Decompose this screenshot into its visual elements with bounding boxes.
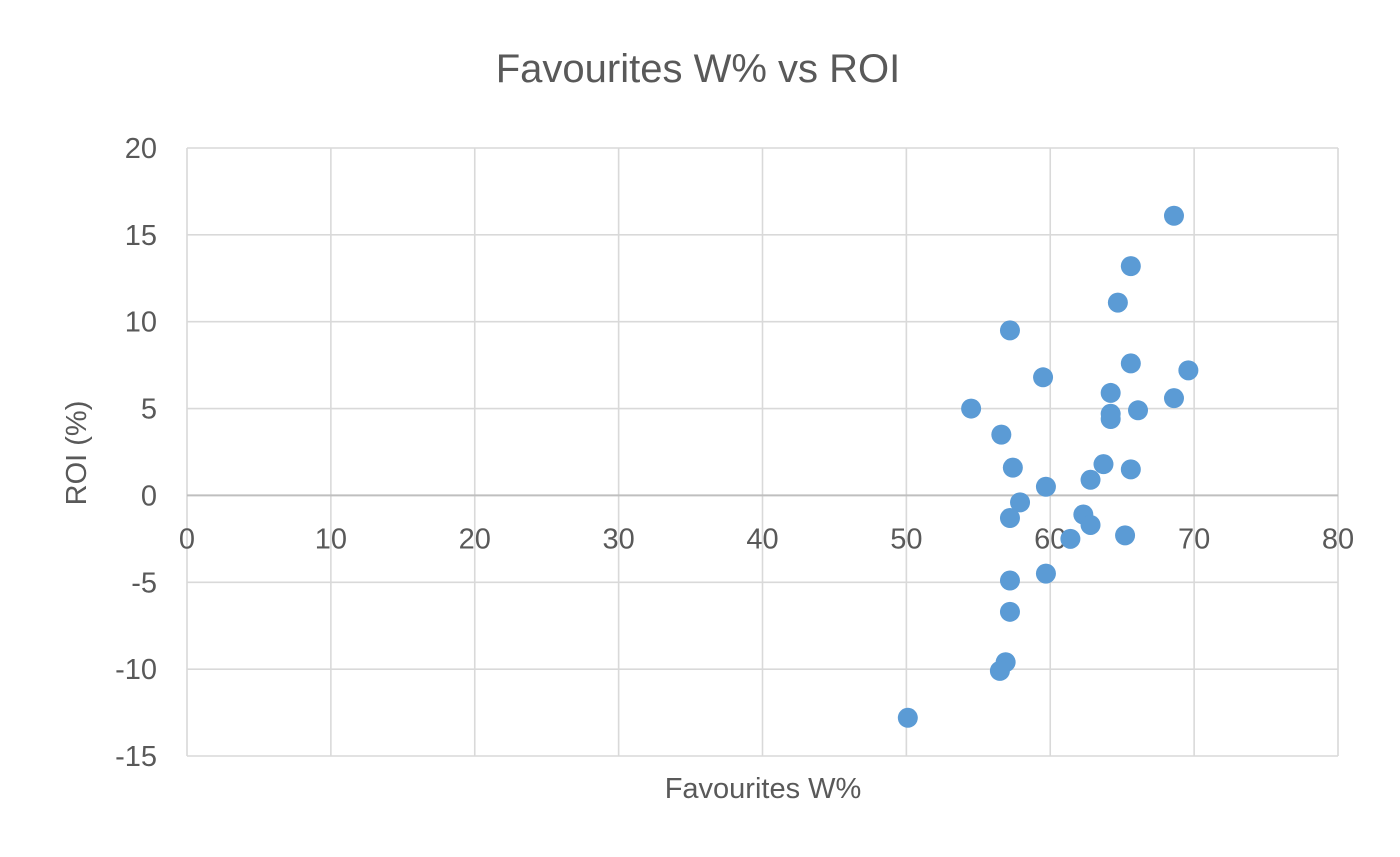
x-tick-label: 30 (602, 523, 634, 555)
scatter-point-25 (1035, 563, 1056, 584)
scatter-point-14 (1093, 454, 1114, 475)
scatter-point-26 (999, 570, 1020, 591)
scatter-point-9 (961, 398, 982, 419)
scatter-point-2 (1107, 292, 1128, 313)
y-tick-label: 5 (141, 394, 157, 426)
y-tick-label: 20 (125, 133, 157, 165)
scatter-point-7 (1100, 382, 1121, 403)
scatter-point-4 (1120, 353, 1141, 374)
scatter-point-0 (1163, 205, 1184, 226)
scatter-point-27 (999, 601, 1020, 622)
scatter-point-22 (1080, 514, 1101, 535)
scatter-point-13 (991, 424, 1012, 445)
scatter-point-23 (1060, 528, 1081, 549)
x-tick-label: 20 (459, 523, 491, 555)
y-tick-label: -15 (115, 741, 157, 773)
scatter-point-15 (1002, 457, 1023, 478)
scatter-point-10 (1128, 400, 1149, 421)
scatter-point-12 (1100, 408, 1121, 429)
scatter-point-1 (1120, 256, 1141, 277)
y-tick-label: -5 (131, 567, 157, 599)
x-axis-title: Favourites W% (665, 773, 862, 805)
scatter-point-6 (1033, 367, 1054, 388)
y-tick-label: 0 (141, 480, 157, 512)
scatter-point-5 (1178, 360, 1199, 381)
scatter-point-17 (1080, 469, 1101, 490)
x-tick-label: 40 (746, 523, 778, 555)
y-axis-title: ROI (%) (61, 401, 93, 506)
x-tick-label: 0 (179, 523, 195, 555)
scatter-point-30 (897, 707, 918, 728)
x-tick-label: 10 (315, 523, 347, 555)
x-tick-label: 70 (1178, 523, 1210, 555)
scatter-point-19 (1010, 492, 1031, 513)
x-axis-ticks: 0 10 20 30 40 50 60 70 80 (179, 523, 1354, 555)
gridlines (186, 147, 1339, 757)
scatter-point-29 (989, 660, 1010, 681)
scatter-point-8 (1163, 388, 1184, 409)
y-tick-label: 10 (125, 307, 157, 339)
x-tick-label: 80 (1322, 523, 1354, 555)
scatter-point-24 (1115, 525, 1136, 546)
chart-title: Favourites W% vs ROI (496, 47, 901, 91)
y-axis-ticks: 20 15 10 5 0 -5 -10 -15 (115, 133, 157, 773)
scatter-point-18 (1035, 476, 1056, 497)
scatter-point-21 (999, 508, 1020, 529)
y-tick-label: 15 (125, 220, 157, 252)
scatter-point-16 (1120, 459, 1141, 480)
y-tick-label: -10 (115, 654, 157, 686)
data-points (897, 205, 1199, 728)
scatter-point-3 (999, 320, 1020, 341)
x-tick-label: 50 (890, 523, 922, 555)
